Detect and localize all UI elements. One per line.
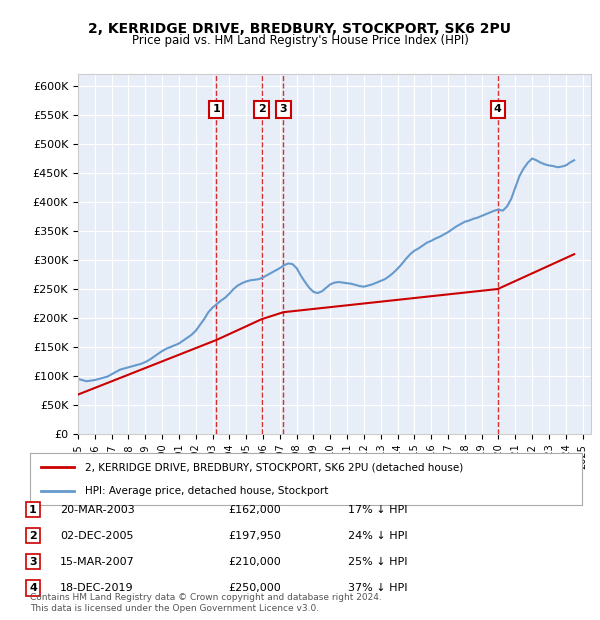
Text: 02-DEC-2005: 02-DEC-2005 bbox=[60, 531, 133, 541]
Text: 2, KERRIDGE DRIVE, BREDBURY, STOCKPORT, SK6 2PU (detached house): 2, KERRIDGE DRIVE, BREDBURY, STOCKPORT, … bbox=[85, 463, 463, 472]
Text: 2, KERRIDGE DRIVE, BREDBURY, STOCKPORT, SK6 2PU: 2, KERRIDGE DRIVE, BREDBURY, STOCKPORT, … bbox=[89, 22, 511, 36]
Text: 17% ↓ HPI: 17% ↓ HPI bbox=[348, 505, 407, 515]
Text: 1: 1 bbox=[29, 505, 37, 515]
Text: 1: 1 bbox=[212, 104, 220, 114]
Text: 18-DEC-2019: 18-DEC-2019 bbox=[60, 583, 134, 593]
Text: £210,000: £210,000 bbox=[228, 557, 281, 567]
Text: 2: 2 bbox=[258, 104, 266, 114]
Text: 3: 3 bbox=[29, 557, 37, 567]
Text: 20-MAR-2003: 20-MAR-2003 bbox=[60, 505, 135, 515]
Text: £162,000: £162,000 bbox=[228, 505, 281, 515]
Text: £250,000: £250,000 bbox=[228, 583, 281, 593]
Text: 4: 4 bbox=[29, 583, 37, 593]
Text: HPI: Average price, detached house, Stockport: HPI: Average price, detached house, Stoc… bbox=[85, 485, 329, 495]
Text: £197,950: £197,950 bbox=[228, 531, 281, 541]
Text: 24% ↓ HPI: 24% ↓ HPI bbox=[348, 531, 407, 541]
Text: 2: 2 bbox=[29, 531, 37, 541]
Text: 37% ↓ HPI: 37% ↓ HPI bbox=[348, 583, 407, 593]
Text: 4: 4 bbox=[494, 104, 502, 114]
Text: 3: 3 bbox=[280, 104, 287, 114]
Text: 15-MAR-2007: 15-MAR-2007 bbox=[60, 557, 135, 567]
Text: 25% ↓ HPI: 25% ↓ HPI bbox=[348, 557, 407, 567]
Text: Price paid vs. HM Land Registry's House Price Index (HPI): Price paid vs. HM Land Registry's House … bbox=[131, 34, 469, 47]
Text: Contains HM Land Registry data © Crown copyright and database right 2024.
This d: Contains HM Land Registry data © Crown c… bbox=[30, 593, 382, 613]
